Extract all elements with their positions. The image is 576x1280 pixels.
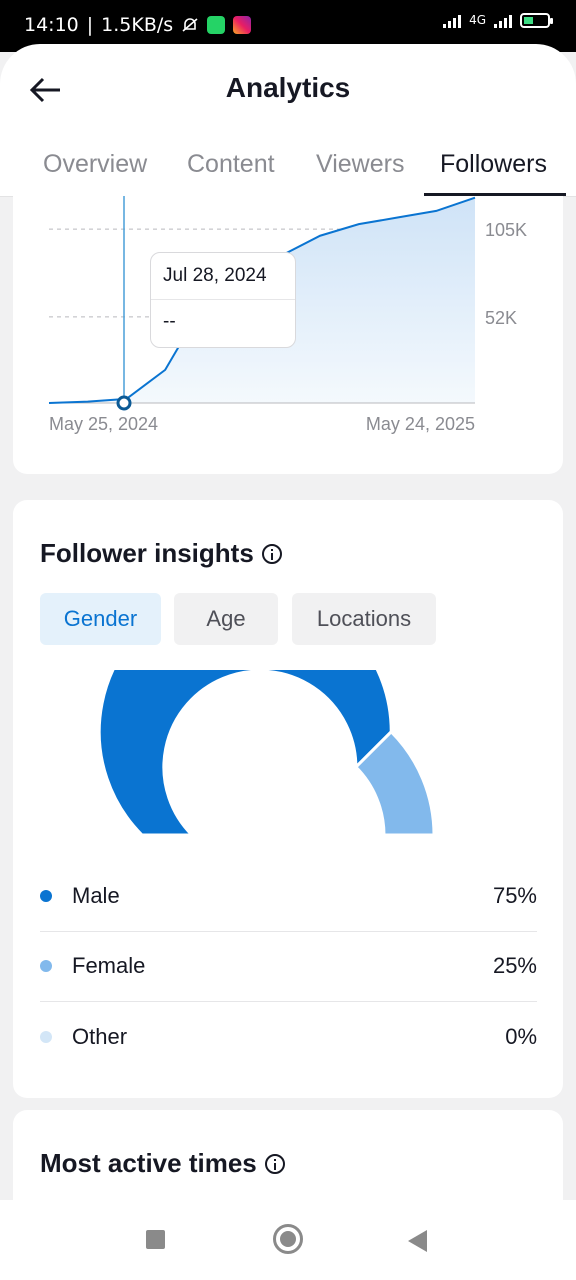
status-separator: |	[86, 14, 94, 36]
gauge-segment-male	[97, 670, 393, 837]
legend-dot-male	[40, 890, 52, 902]
info-icon[interactable]	[264, 1153, 285, 1174]
whatsapp-icon	[207, 16, 226, 34]
arrow-left-icon[interactable]	[28, 72, 64, 108]
follower-insights-title: Follower insights	[40, 538, 282, 569]
follower-insights-card: Follower insights Gender Age Locations M…	[13, 500, 563, 1098]
follower-insights-label: Follower insights	[40, 538, 254, 568]
y-tick-label: 105K	[485, 220, 527, 240]
page-title: Analytics	[225, 72, 351, 103]
recent-apps-icon[interactable]	[146, 1230, 165, 1249]
instagram-icon	[233, 16, 252, 34]
x-tick-label-end: May 24, 2025	[366, 414, 475, 434]
gender-gauge-chart	[97, 670, 436, 837]
legend-label-female: Female	[72, 953, 146, 978]
tab-content[interactable]: Content	[187, 150, 275, 178]
status-network-speed: 1.5KB/s	[101, 14, 174, 36]
followers-chart-card: 105K 52K May 25, 2024 May 24, 2025	[13, 196, 563, 474]
status-right: 4G	[443, 12, 553, 28]
home-icon[interactable]	[273, 1224, 303, 1254]
signal-icon-2	[494, 12, 512, 28]
status-time: 14:10	[24, 14, 79, 36]
legend-label-male: Male	[72, 883, 120, 908]
chart-tooltip: Jul 28, 2024 --	[150, 252, 296, 348]
tab-active-indicator	[424, 193, 566, 196]
hover-point	[116, 395, 132, 411]
most-active-times-label: Most active times	[40, 1148, 257, 1178]
y-tick-label: 52K	[485, 308, 517, 328]
legend-row-other: Other 0%	[40, 1002, 537, 1072]
legend-row-male: Male 75%	[40, 861, 537, 932]
legend-value-other: 0%	[505, 1024, 537, 1049]
x-tick-label-start: May 25, 2024	[49, 414, 158, 434]
segment-age[interactable]: Age	[174, 593, 278, 645]
tooltip-date: Jul 28, 2024	[163, 265, 267, 286]
tab-bar: Overview Content Viewers Followers	[0, 146, 576, 197]
tooltip-divider	[151, 299, 295, 300]
battery-charging-icon	[520, 12, 553, 28]
legend-dot-other	[40, 1031, 52, 1043]
legend-value-female: 25%	[492, 953, 537, 978]
back-triangle-icon[interactable]	[408, 1230, 427, 1252]
tab-overview[interactable]: Overview	[43, 150, 148, 178]
header: Analytics Overview Content Viewers Follo…	[0, 44, 576, 197]
info-icon[interactable]	[261, 543, 282, 564]
tooltip-value: --	[163, 311, 176, 332]
status-bar: 14:10 | 1.5KB/s 4G	[0, 0, 576, 52]
segment-gender[interactable]: Gender	[40, 593, 161, 645]
signal-icon	[443, 12, 462, 28]
legend-label-other: Other	[72, 1024, 128, 1049]
segment-locations[interactable]: Locations	[292, 593, 436, 645]
mute-bell-icon	[182, 18, 198, 32]
gauge-segment-female	[353, 729, 436, 837]
status-left: 14:10 | 1.5KB/s	[24, 14, 252, 36]
tab-followers[interactable]: Followers	[440, 150, 547, 178]
system-nav-bar	[0, 1200, 576, 1280]
legend-dot-female	[40, 960, 52, 972]
most-active-times-title: Most active times	[40, 1148, 285, 1179]
tab-viewers[interactable]: Viewers	[316, 150, 405, 178]
legend-row-female: Female 25%	[40, 931, 537, 1002]
network-type: 4G	[469, 13, 486, 27]
legend-value-male: 75%	[492, 883, 537, 908]
